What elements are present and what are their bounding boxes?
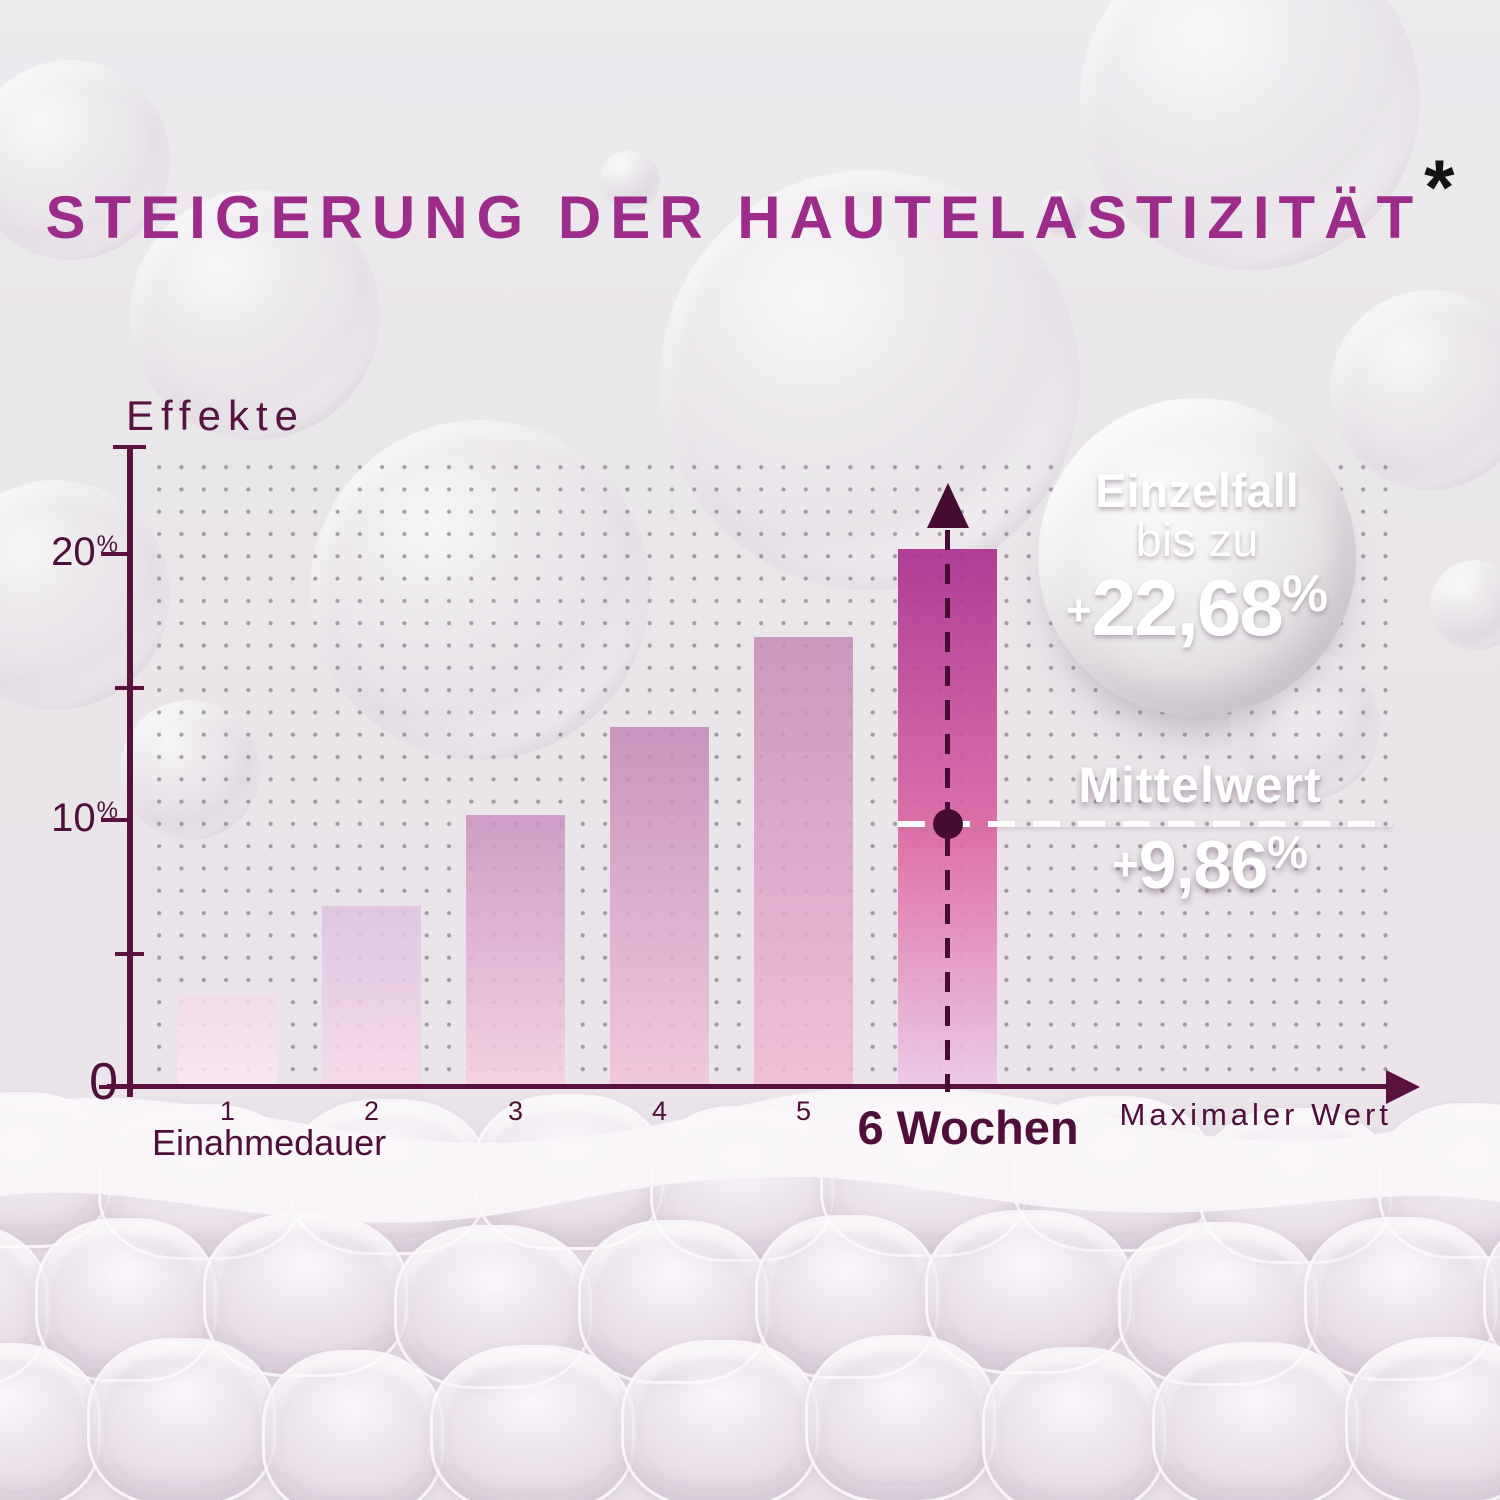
y-axis-label: Effekte xyxy=(126,392,305,439)
skin-cell-icon xyxy=(262,1350,444,1500)
footnote-asterisk: * xyxy=(1424,143,1455,231)
mittelwert-label: Mittelwert xyxy=(1078,757,1322,813)
y-tick-label-20: 20% xyxy=(51,530,118,574)
percent-sign: % xyxy=(96,797,118,824)
y-axis-tick-0 xyxy=(99,1085,128,1089)
percent-sign: % xyxy=(1267,826,1309,878)
cream-wave-illustration xyxy=(0,1086,1500,1223)
x-axis-line xyxy=(107,1084,1391,1089)
x-axis-arrow-icon xyxy=(1386,1070,1420,1104)
skin-cell-icon xyxy=(925,1210,1132,1374)
percent-sign: % xyxy=(1281,565,1329,624)
y-axis-line xyxy=(127,445,133,1097)
bar-week-3 xyxy=(466,815,565,1087)
background-bubble-icon xyxy=(0,60,170,260)
skin-cell-icon xyxy=(1152,1342,1359,1500)
einzelfall-value: +22,68% xyxy=(1065,563,1329,653)
y-axis-minor-tick-5 xyxy=(115,952,144,956)
x-tick-label-4: 4 xyxy=(651,1096,668,1126)
x-tick-label-2: 2 xyxy=(363,1096,380,1126)
percent-sign: % xyxy=(96,531,118,558)
y-axis-tick-20 xyxy=(101,552,128,556)
x-axis-end-label: Maximaler Wert xyxy=(1119,1097,1392,1132)
page-title: STEIGERUNG DER HAUTELASTIZITÄT* xyxy=(0,143,1500,257)
highlight-arrow-icon xyxy=(926,483,969,528)
skin-cell-icon xyxy=(982,1347,1166,1500)
einzelfall-line1: Einzelfall xyxy=(1095,463,1299,517)
skin-cell-icon xyxy=(1345,1337,1500,1500)
background-bubble-icon xyxy=(130,190,380,440)
plus-sign: + xyxy=(1111,838,1139,890)
mittelwert-dashed-line xyxy=(897,821,1392,827)
x-tick-label-5: 5 xyxy=(795,1096,812,1126)
mittelwert-dot-marker xyxy=(932,809,963,839)
bar-week-2 xyxy=(322,906,421,1087)
x-tick-label-3: 3 xyxy=(507,1096,524,1126)
y-tick-label-10: 10% xyxy=(51,796,118,840)
skin-cell-icon xyxy=(805,1335,996,1500)
background-bubble-icon xyxy=(600,150,660,210)
background-bubble-icon xyxy=(1040,190,1086,236)
y-tick-label-0: 0 xyxy=(89,1053,118,1111)
background-bubble-icon xyxy=(0,480,170,710)
mittelwert-value: +9,86% xyxy=(1111,826,1309,903)
skin-cell-icon xyxy=(621,1340,819,1500)
skin-cell-icon xyxy=(87,1338,276,1500)
einzelfall-badge: Einzelfall bis zu +22,68% xyxy=(1038,398,1356,716)
page-title-text: STEIGERUNG DER HAUTELASTIZITÄT xyxy=(45,184,1423,251)
einzelfall-line2: bis zu xyxy=(1135,513,1259,566)
y-axis-minor-tick-15 xyxy=(115,686,144,690)
y-axis-tick-10 xyxy=(101,818,128,822)
bar-week-1 xyxy=(178,996,277,1087)
bar-week-4 xyxy=(610,727,709,1087)
plus-sign: + xyxy=(1065,586,1092,636)
bar-week-5 xyxy=(754,637,853,1087)
x-tick-label-1: 1 xyxy=(219,1096,236,1126)
y-axis-top-tick xyxy=(113,445,146,449)
x-tick-label-6-wochen: 6 Wochen xyxy=(857,1101,1079,1154)
background-bubble-icon xyxy=(1080,0,1420,270)
x-axis-label: Einahmedauer xyxy=(152,1122,387,1163)
skin-cell-icon xyxy=(430,1345,635,1500)
background-bubble-icon xyxy=(1430,560,1500,650)
